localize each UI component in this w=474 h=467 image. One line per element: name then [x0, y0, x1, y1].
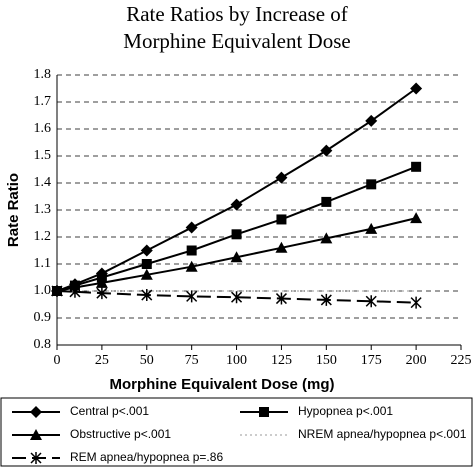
data-point: [186, 245, 197, 256]
x-tick-label: 125: [271, 353, 292, 368]
x-tick-label: 50: [140, 353, 154, 368]
data-point: [51, 285, 63, 297]
y-tick-label: 1.4: [34, 175, 52, 190]
data-point: [95, 276, 108, 288]
y-tick-label: 1.8: [34, 67, 52, 82]
x-axis-label: Morphine Equivalent Dose (mg): [109, 376, 334, 393]
chart-title: Rate Ratios by Increase of Morphine Equiv…: [123, 2, 350, 53]
data-point: [231, 229, 242, 240]
legend-label: Central p<.001: [70, 404, 149, 418]
series-line: [56, 290, 417, 304]
y-tick-label: 1.1: [34, 256, 52, 271]
y-tick-label: 1.2: [34, 229, 52, 244]
data-point: [275, 171, 288, 184]
x-tick-label: 100: [226, 353, 247, 368]
data-point: [231, 291, 243, 304]
data-point: [140, 268, 153, 280]
data-point: [365, 114, 378, 127]
series-line: [56, 165, 417, 292]
legend-marker: [30, 452, 42, 464]
y-tick-label: 1.5: [34, 148, 52, 163]
x-tick-label: 25: [95, 353, 109, 368]
data-point: [141, 289, 153, 302]
data-point: [140, 244, 153, 257]
data-point: [366, 179, 377, 190]
data-point: [230, 251, 243, 263]
legend-label: Obstructive p<.001: [70, 427, 171, 441]
data-point: [365, 295, 377, 308]
x-tick-label: 200: [406, 353, 427, 368]
data-point: [320, 232, 333, 244]
data-point: [185, 260, 198, 272]
x-tick-label: 0: [54, 353, 61, 368]
x-tick-label: 225: [451, 353, 472, 368]
data-point: [276, 214, 287, 225]
y-tick-label: 0.9: [34, 310, 52, 325]
data-point: [69, 285, 81, 298]
x-tick-label: 75: [185, 353, 199, 368]
data-point: [365, 222, 378, 234]
y-tick-label: 1.3: [34, 202, 52, 217]
data-point: [410, 296, 422, 309]
data-point: [411, 161, 422, 172]
legend-marker: [259, 407, 269, 417]
y-tick-label: 1.7: [34, 94, 52, 109]
data-point: [185, 221, 198, 234]
data-point: [96, 287, 108, 300]
data-point: [275, 241, 288, 253]
data-point: [141, 259, 152, 269]
x-tick-label: 175: [361, 353, 382, 368]
series-line: [56, 217, 417, 292]
data-point: [230, 198, 243, 211]
y-tick-label: 1.6: [34, 121, 52, 136]
legend-label: NREM apnea/hypopnea p<.001: [298, 427, 467, 441]
data-point: [275, 292, 287, 305]
series-line: [56, 87, 417, 292]
data-point: [321, 196, 332, 207]
legend-label: Hypopnea p<.001: [298, 404, 393, 418]
y-tick-label: 1.0: [34, 283, 52, 298]
legend-marker: [30, 406, 42, 418]
x-tick-label: 150: [316, 353, 337, 368]
y-axis-label: Rate Ratio: [5, 173, 22, 247]
data-point: [410, 212, 423, 224]
data-point: [320, 293, 332, 306]
data-point: [320, 144, 333, 157]
data-point: [186, 290, 198, 303]
legend-box: [0, 397, 473, 467]
data-point: [410, 82, 423, 95]
y-tick-label: 0.8: [34, 337, 52, 352]
legend-label: REM apnea/hypopnea p=.86: [70, 450, 223, 464]
legend-marker: [30, 429, 42, 440]
